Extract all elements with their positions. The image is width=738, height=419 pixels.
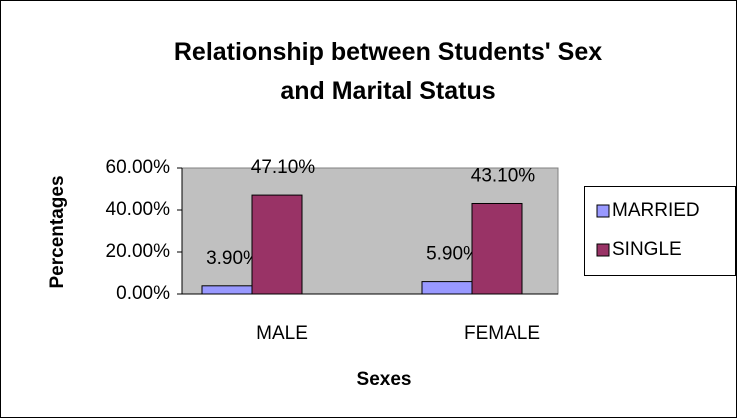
legend-label: MARRIED: [612, 200, 700, 221]
value-label: 5.90%: [426, 244, 480, 265]
legend-label: SINGLE: [612, 239, 682, 260]
x-tick-label: FEMALE: [464, 323, 540, 344]
y-tick-label: 40.00%: [106, 199, 171, 220]
bar: [471, 202, 523, 295]
x-axis-label: Sexes: [357, 369, 412, 390]
y-tick-label: 0.00%: [116, 283, 170, 304]
y-tick-label: 60.00%: [106, 157, 171, 178]
value-label: 47.10%: [251, 157, 316, 178]
y-axis-label: Percentages: [47, 175, 68, 288]
y-tick-label: 20.00%: [106, 241, 171, 262]
chart-title: Relationship between Students' Sex and M…: [173, 38, 603, 105]
legend-swatch: [596, 243, 610, 257]
legend: [584, 186, 736, 276]
bar: [421, 281, 473, 295]
bar: [251, 194, 303, 295]
value-label: 3.90%: [206, 248, 260, 269]
legend-swatch: [596, 204, 610, 218]
x-tick-label: MALE: [256, 323, 308, 344]
bar: [201, 285, 253, 295]
value-label: 43.10%: [471, 166, 536, 187]
